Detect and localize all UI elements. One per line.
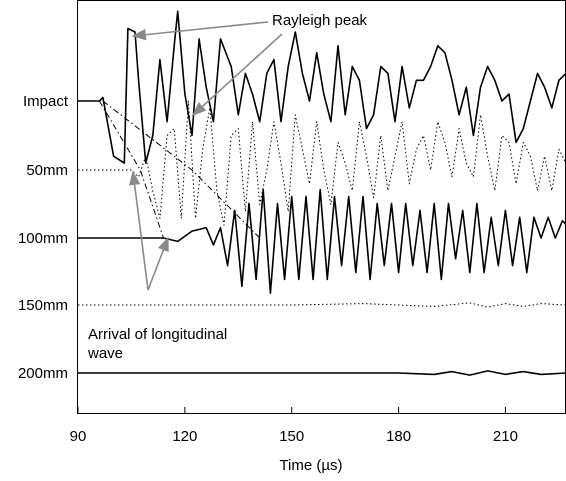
row-labels: Impact 50mm 100mm 150mm 200mm [18, 93, 69, 382]
x-tick-label-180: 180 [386, 428, 411, 445]
series-line-150mm [78, 302, 566, 308]
x-tick-label-90: 90 [70, 428, 87, 445]
rayleigh-peak-label: Rayleigh peak [272, 12, 368, 29]
annotation-arrow-4 [147, 236, 169, 291]
row-label-50mm: 50mm [26, 162, 68, 179]
x-axis-ticks: 90 120 150 180 210 [70, 407, 518, 445]
series-line-100mm [78, 188, 566, 295]
annotation-arrow-3 [128, 170, 149, 291]
row-label-200mm: 200mm [18, 365, 68, 382]
series-line-200mm [78, 370, 566, 376]
svg-text:wave: wave [87, 345, 123, 362]
series-layer [78, 10, 566, 376]
x-axis-title: Time (µs) [279, 457, 342, 474]
svg-text:Arrival of longitudinal: Arrival of longitudinal [88, 326, 227, 343]
annotation-arrow-1 [131, 21, 269, 41]
arrival-line-2 [102, 100, 261, 239]
annotation-arrow-2 [191, 33, 283, 116]
annotation-arrows [128, 21, 283, 291]
row-label-100mm: 100mm [18, 230, 68, 247]
longitudinal-wave-label: Arrival of longitudinal wave [87, 326, 227, 362]
x-tick-label-150: 150 [279, 428, 304, 445]
series-line-impact [78, 10, 566, 164]
row-label-impact: Impact [23, 93, 69, 110]
x-tick-label-210: 210 [493, 428, 518, 445]
row-label-150mm: 150mm [18, 297, 68, 314]
x-tick-label-120: 120 [172, 428, 197, 445]
arrival-lines [98, 100, 261, 239]
